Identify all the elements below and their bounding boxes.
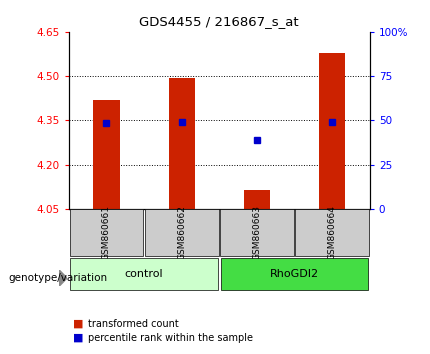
Text: GSM860663: GSM860663: [252, 205, 261, 260]
Bar: [221, 258, 369, 290]
Polygon shape: [59, 270, 67, 286]
Bar: [169, 78, 195, 209]
Title: GDS4455 / 216867_s_at: GDS4455 / 216867_s_at: [139, 15, 299, 28]
Bar: [319, 52, 345, 209]
Bar: [220, 209, 294, 256]
Bar: [295, 209, 369, 256]
Text: RhoGDI2: RhoGDI2: [270, 269, 319, 279]
Text: control: control: [125, 269, 163, 279]
Bar: [145, 209, 218, 256]
Text: genotype/variation: genotype/variation: [9, 273, 108, 283]
Text: GSM860662: GSM860662: [177, 205, 186, 260]
Bar: [93, 100, 120, 209]
Bar: [70, 209, 143, 256]
Bar: [71, 258, 218, 290]
Text: GSM860664: GSM860664: [328, 205, 337, 260]
Text: transformed count: transformed count: [88, 319, 179, 329]
Text: ■: ■: [73, 333, 83, 343]
Text: ■: ■: [73, 319, 83, 329]
Bar: [244, 190, 270, 209]
Text: percentile rank within the sample: percentile rank within the sample: [88, 333, 253, 343]
Text: GSM860661: GSM860661: [102, 205, 111, 260]
